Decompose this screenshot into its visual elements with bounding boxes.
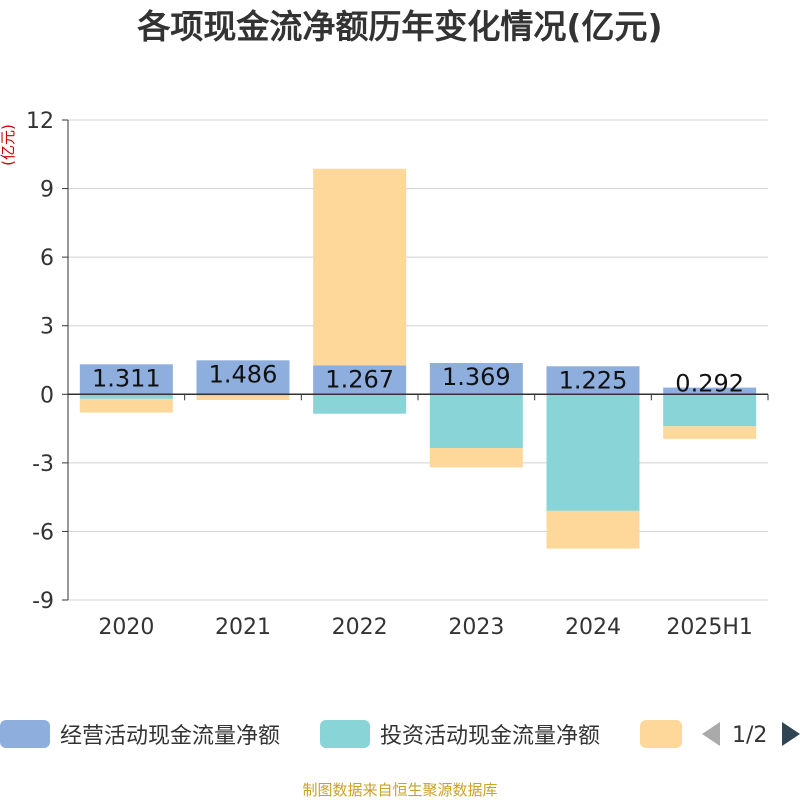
x-tick-label: 2025H1 [666,615,753,640]
legend-label-investing[interactable]: 投资活动现金流量净额 [380,724,600,749]
bar-2-2024 [546,394,640,511]
source-note: 制图数据来自恒生聚源数据库 [302,781,497,799]
x-tick-label: 2023 [448,615,504,640]
legend-swatch-operating[interactable] [0,720,50,748]
bar-2-2022 [313,394,407,414]
y-tick-label: 6 [40,246,54,271]
x-tick-labels: 2020 2021 2022 2023 2024 2025H1 [98,615,753,640]
chart-title: 各项现金流净额历年变化情况(亿元) [136,7,662,46]
arrow-right-icon[interactable] [782,722,800,746]
bar-3-2025H1 [663,426,757,439]
bar-1-2023 [429,362,523,395]
arrow-left-icon[interactable] [702,722,720,746]
y-tick-label: -3 [32,452,54,477]
data-label: 1.369 [442,363,511,391]
y-tick-label: 12 [26,109,54,134]
bar-3-2021 [196,395,290,400]
y-tick-label: -9 [32,589,54,614]
y-tick-label: 9 [40,178,54,203]
bar-2-2025H1 [663,394,757,427]
legend-swatch-third[interactable] [640,720,682,748]
legend-page-indicator: 1/2 [732,723,767,748]
y-tick-labels: 12 9 6 3 0 -3 -6 -9 [26,109,54,614]
data-label: 0.292 [675,369,744,397]
x-tick-label: 2020 [98,615,154,640]
x-tick-label: 2021 [215,615,271,640]
bar-1-2020 [79,364,173,395]
legend-swatch-investing[interactable] [320,720,370,748]
x-tick-label: 2022 [332,615,388,640]
bar-3-2022 [313,168,407,366]
bar-3-2023 [429,448,523,468]
data-label: 1.311 [92,364,161,392]
bar-3-2020 [79,398,173,413]
data-label: 1.225 [559,366,628,394]
x-tick-label: 2024 [565,615,621,640]
data-labels: 1.311 1.486 1.267 1.369 1.225 0.292 [92,360,744,397]
bars [79,168,757,549]
data-label: 1.267 [325,365,394,393]
bar-1-2021 [196,360,290,395]
data-label: 1.486 [209,360,278,388]
y-axis-unit: (亿元) [0,124,17,166]
axes [67,120,769,600]
bar-1-2024 [546,366,640,395]
bar-3-2024 [546,510,640,549]
y-tick-label: 3 [40,315,54,340]
legend-label-operating[interactable]: 经营活动现金流量净额 [60,724,280,749]
bar-2-2020 [79,394,173,399]
y-tick-label: -6 [32,520,54,545]
bar-1-2025H1 [663,387,757,395]
y-tick-label: 0 [40,383,54,408]
bar-2-2023 [429,394,523,448]
grid-lines [62,119,768,601]
bar-1-2022 [313,365,407,395]
legend: 经营活动现金流量净额 投资活动现金流量净额 1/2 [0,720,800,749]
